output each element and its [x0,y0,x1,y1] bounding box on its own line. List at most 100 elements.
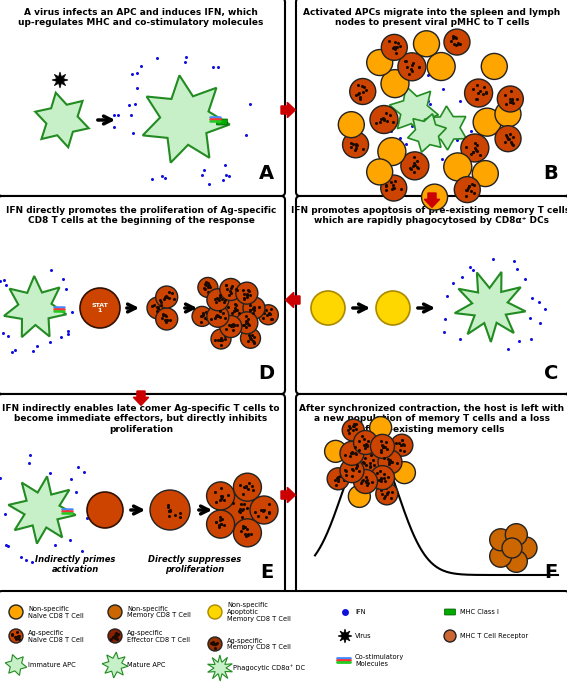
Circle shape [311,291,345,325]
Text: A virus infects an APC and induces IFN, which
up-regulates MHC and co-stimulator: A virus infects an APC and induces IFN, … [18,8,264,27]
Circle shape [367,159,393,185]
Circle shape [80,288,120,328]
Circle shape [454,177,480,203]
Circle shape [354,430,378,455]
FancyArrow shape [133,391,149,405]
Circle shape [497,86,523,112]
Polygon shape [35,92,89,147]
Text: IFN: IFN [355,609,366,615]
Text: B: B [543,164,558,183]
Text: Non-specific
Memory CD8 T Cell: Non-specific Memory CD8 T Cell [127,605,191,619]
Circle shape [370,106,398,133]
Polygon shape [428,106,466,150]
Polygon shape [52,72,68,88]
Text: IFN promotes apoptosis of pre-existing memory T cells,
which are rapidly phagocy: IFN promotes apoptosis of pre-existing m… [291,206,567,225]
Circle shape [505,524,527,546]
Circle shape [240,328,260,348]
FancyBboxPatch shape [0,0,285,196]
Circle shape [208,605,222,619]
Circle shape [376,291,410,325]
Circle shape [236,312,258,334]
Text: Immature APC: Immature APC [28,662,76,668]
Circle shape [380,175,407,201]
FancyBboxPatch shape [296,196,567,394]
Circle shape [490,529,511,550]
Circle shape [495,126,521,152]
Text: F: F [545,563,558,582]
Text: Non-specific
Apoptotic
Memory CD8 T Cell: Non-specific Apoptotic Memory CD8 T Cell [227,602,291,622]
Circle shape [421,184,447,210]
Text: Virus: Virus [355,633,371,639]
Circle shape [444,29,470,55]
Polygon shape [390,86,438,133]
Circle shape [370,434,395,459]
Circle shape [398,53,426,81]
FancyBboxPatch shape [296,394,567,594]
Text: IFN directly promotes the proliferation of Ag-specific
CD8 T cells at the beginn: IFN directly promotes the proliferation … [6,206,276,225]
Text: D: D [258,364,274,383]
Text: Activated APCs migrate into the spleen and lymph
nodes to present viral pMHC to : Activated APCs migrate into the spleen a… [303,8,561,27]
FancyArrow shape [281,487,295,502]
Circle shape [342,132,369,158]
Circle shape [150,490,190,530]
Circle shape [325,441,346,462]
Circle shape [391,434,413,456]
Text: Phagocytic CD8α⁺ DC: Phagocytic CD8α⁺ DC [233,664,305,671]
FancyBboxPatch shape [445,609,455,615]
Circle shape [401,152,429,180]
Circle shape [381,34,407,60]
Circle shape [192,306,212,327]
Circle shape [357,449,383,475]
Polygon shape [4,276,66,337]
Circle shape [378,450,402,474]
Circle shape [461,134,489,162]
Polygon shape [455,272,526,342]
Circle shape [207,288,229,311]
Circle shape [338,112,365,138]
Circle shape [393,461,416,484]
Circle shape [198,277,218,297]
Polygon shape [9,476,75,543]
FancyBboxPatch shape [217,119,227,125]
FancyArrow shape [286,293,300,308]
Polygon shape [408,114,446,152]
Polygon shape [338,629,352,643]
Polygon shape [102,652,128,678]
Text: After synchronized contraction, the host is left with
a new population of memory: After synchronized contraction, the host… [299,404,565,434]
Circle shape [354,470,378,493]
Text: IFN indirectly enables late comer Ag-specific T cells to
become immediate effect: IFN indirectly enables late comer Ag-spe… [2,404,280,434]
Circle shape [87,492,123,528]
Circle shape [472,161,498,186]
Circle shape [224,494,256,526]
Polygon shape [208,655,232,681]
Circle shape [464,79,493,107]
Circle shape [505,550,527,572]
FancyBboxPatch shape [0,394,285,594]
Circle shape [108,605,122,619]
Circle shape [376,483,398,505]
Circle shape [427,53,455,81]
Circle shape [9,605,23,619]
FancyBboxPatch shape [296,0,567,196]
Circle shape [381,70,409,97]
Circle shape [224,297,246,319]
Text: STAT
1: STAT 1 [92,302,108,313]
Circle shape [444,630,456,642]
Circle shape [340,441,364,466]
Circle shape [220,316,242,338]
Circle shape [259,304,278,325]
Text: MHC Class I: MHC Class I [460,609,499,615]
Circle shape [342,419,364,441]
Circle shape [444,153,472,181]
Circle shape [147,297,169,319]
FancyBboxPatch shape [0,196,285,394]
Circle shape [348,485,370,507]
FancyBboxPatch shape [0,591,567,695]
Circle shape [370,416,392,439]
Text: E: E [261,563,274,582]
Circle shape [108,629,122,643]
Text: Ag-specific
Effector CD8 T Cell: Ag-specific Effector CD8 T Cell [127,630,190,642]
Text: Directly suppresses
proliferation: Directly suppresses proliferation [149,555,242,574]
Text: Mature APC: Mature APC [127,662,166,668]
Text: Co-stimulatory
Molecules: Co-stimulatory Molecules [355,653,404,667]
